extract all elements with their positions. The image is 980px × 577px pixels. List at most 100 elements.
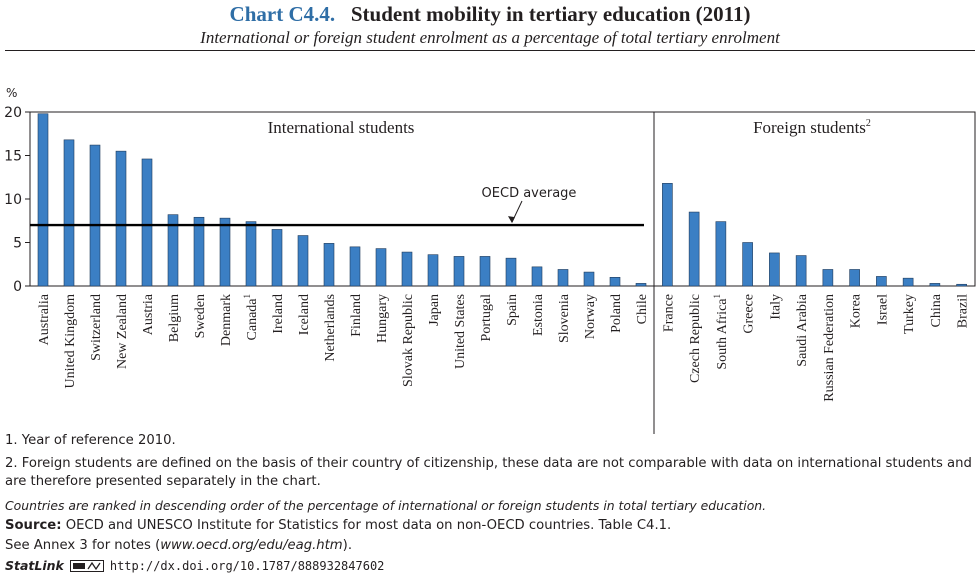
bar <box>63 139 75 287</box>
y-axis-label: % <box>6 86 17 100</box>
title-divider <box>5 50 975 51</box>
source-label: Source: <box>5 518 62 533</box>
category-label: France <box>661 294 676 332</box>
category-label: Canada1 <box>242 294 260 340</box>
category-label: Slovak Republic <box>401 294 416 387</box>
category-footnote-mark: 1 <box>712 294 722 299</box>
annex-suffix: ). <box>342 538 353 553</box>
bar <box>769 252 780 287</box>
bar <box>715 221 727 287</box>
category-label-text: Hungary <box>375 294 390 343</box>
panel-label-text: International students <box>268 118 415 137</box>
category-label: Hungary <box>375 294 390 343</box>
category-label: Greece <box>742 294 757 334</box>
category-label-text: New Zealand <box>115 294 130 369</box>
bar <box>479 256 491 287</box>
category-label: Slovenia <box>557 293 572 343</box>
bar <box>635 283 647 287</box>
bar <box>505 257 517 287</box>
bar <box>557 269 569 287</box>
category-label-text: Finland <box>349 294 364 337</box>
y-tick-label: 5 <box>13 236 22 252</box>
category-label: China <box>929 293 944 327</box>
category-label-text: China <box>929 293 944 327</box>
category-label: Japan <box>427 294 442 326</box>
category-label: Australia <box>37 293 52 345</box>
oecd-average-label-box <box>476 183 582 201</box>
bar <box>323 243 335 287</box>
category-label: Russian Federation <box>822 294 837 402</box>
ranking-note: Countries are ranked in descending order… <box>5 498 767 513</box>
category-label: Brazil <box>956 294 971 328</box>
bar <box>662 183 673 287</box>
category-label-text: Chile <box>635 294 650 324</box>
category-label: Norway <box>583 294 598 339</box>
category-label-text: Switzerland <box>89 294 104 361</box>
category-label-text: Korea <box>849 293 864 328</box>
category-label-text: Austria <box>141 293 156 335</box>
category-label: Switzerland <box>89 294 104 361</box>
category-label: Turkey <box>902 294 917 334</box>
category-label-text: Saudi Arabia <box>795 293 810 366</box>
category-label-text: Belgium <box>167 294 182 342</box>
category-label-text: Australia <box>37 293 52 345</box>
category-label-text: Canada <box>245 298 260 341</box>
footnote-2: 2. Foreign students are defined on the b… <box>5 456 972 489</box>
bar <box>349 246 361 287</box>
bar <box>822 269 834 287</box>
y-tick-label: 20 <box>4 105 22 121</box>
chart-subtitle: International or foreign student enrolme… <box>200 28 780 47</box>
chart-number: Chart C4.4. <box>229 2 336 26</box>
category-label-text: Slovenia <box>557 293 572 343</box>
bar <box>219 217 231 287</box>
bar <box>427 254 439 287</box>
category-label-text: United Kingdom <box>63 294 78 389</box>
bar <box>167 214 179 287</box>
bar <box>141 158 153 287</box>
category-label-text: Portugal <box>479 294 494 342</box>
bar <box>271 229 283 287</box>
bar <box>929 283 941 287</box>
statlink-url[interactable]: http://dx.doi.org/10.1787/888932847602 <box>109 558 385 573</box>
bar <box>401 251 413 287</box>
bar <box>115 150 127 287</box>
bar <box>297 235 309 287</box>
category-label-text: Brazil <box>956 294 971 328</box>
panel-label-text: Foreign students <box>753 118 866 137</box>
category-label: Austria <box>141 293 156 335</box>
category-label: Iceland <box>297 294 312 335</box>
source-text: OECD and UNESCO Institute for Statistics… <box>65 518 672 533</box>
bar <box>531 266 543 287</box>
category-label-text: Slovak Republic <box>401 294 416 387</box>
category-label-text: Netherlands <box>323 294 338 362</box>
annex-link[interactable]: www.oecd.org/edu/eag.htm <box>160 538 343 553</box>
chart-title: Chart C4.4. Student mobility in tertiary… <box>0 2 980 27</box>
statlink: StatLink http://dx.doi.org/10.1787/88893… <box>5 558 384 573</box>
bar <box>609 277 621 287</box>
category-label-text: Poland <box>609 294 624 333</box>
panel-label: Foreign students2 <box>753 118 871 137</box>
panel-label-footnote-mark: 2 <box>866 118 871 129</box>
category-label: Belgium <box>167 294 182 342</box>
bar <box>688 211 700 287</box>
bar <box>795 255 807 287</box>
category-footnote-mark: 1 <box>242 294 252 299</box>
bar <box>375 248 387 287</box>
category-label-text: Russian Federation <box>822 294 837 402</box>
category-label: Korea <box>849 293 864 328</box>
category-label: Finland <box>349 294 364 337</box>
bar <box>89 144 101 287</box>
source-note: Source: OECD and UNESCO Institute for St… <box>5 517 975 535</box>
bar <box>37 113 49 287</box>
plot-frame <box>29 111 976 287</box>
bar <box>902 277 914 287</box>
bar <box>453 256 465 287</box>
category-label: Chile <box>635 294 650 324</box>
category-label: Israel <box>875 294 890 325</box>
category-label-text: Japan <box>427 294 442 326</box>
category-label-text: Denmark <box>219 294 234 346</box>
footnote-1: 1. Year of reference 2010. <box>5 433 176 448</box>
category-label-text: Ireland <box>271 294 286 334</box>
category-label-text: Greece <box>742 294 757 334</box>
category-label: Italy <box>768 294 783 320</box>
